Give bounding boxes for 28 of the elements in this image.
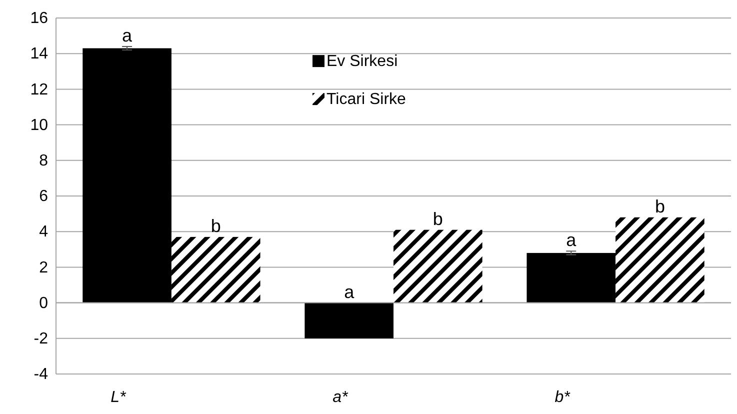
y-tick-label: 16 [30, 10, 48, 28]
annotation: a [344, 282, 356, 302]
bar [526, 252, 616, 303]
annotation: b [654, 196, 665, 216]
bar [616, 217, 704, 303]
bar [304, 302, 394, 338]
annotation: b [210, 216, 221, 236]
y-tick-label: -4 [34, 366, 48, 384]
annotation: a [122, 25, 134, 46]
annotation: a [566, 230, 578, 250]
y-tick-label: -2 [34, 330, 48, 348]
x-tick-label: b* [554, 389, 571, 406]
y-tick-label: 10 [30, 116, 48, 134]
y-tick-label: 8 [39, 152, 48, 170]
y-tick-label: 6 [39, 188, 48, 206]
legend-label: Ticari Sirke [326, 91, 406, 108]
annotation: b [432, 208, 443, 229]
legend-label: Ev Sirkesi [326, 53, 398, 70]
y-tick-label: 4 [39, 224, 48, 241]
bar [171, 236, 260, 303]
y-tick-label: 2 [39, 259, 48, 276]
x-tick-label: a* [332, 389, 349, 406]
y-tick-label: 14 [30, 46, 48, 63]
y-tick-label: 12 [30, 81, 48, 98]
x-tick-label: L* [110, 389, 127, 406]
bar [394, 230, 482, 303]
bar [82, 48, 172, 303]
y-tick-label: 0 [39, 294, 48, 312]
